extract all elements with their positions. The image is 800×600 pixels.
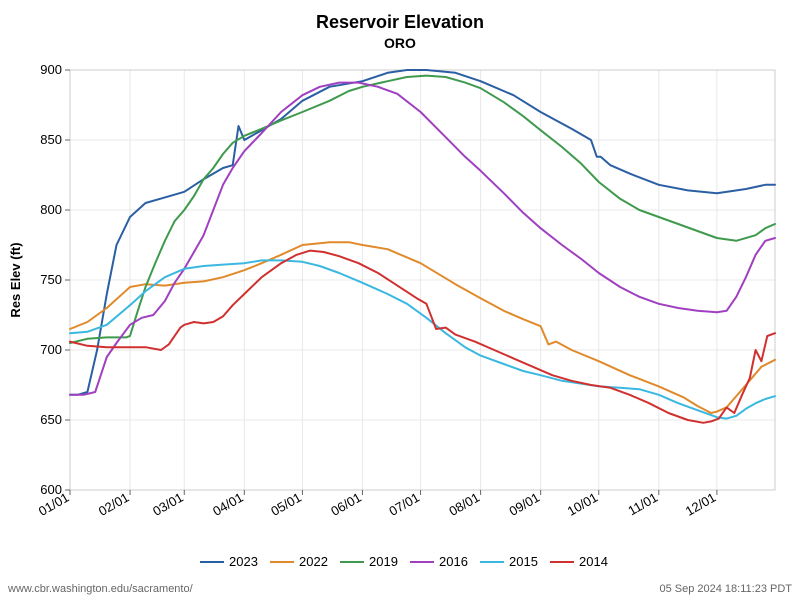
chart-subtitle: ORO	[384, 35, 416, 51]
chart-title: Reservoir Elevation	[316, 12, 484, 32]
ytick-label: 700	[40, 342, 62, 357]
ytick-label: 650	[40, 412, 62, 427]
legend-label-2015: 2015	[509, 554, 538, 569]
legend-label-2014: 2014	[579, 554, 608, 569]
line-chart: Reservoir ElevationORO600650700750800850…	[0, 0, 800, 600]
ytick-label: 900	[40, 62, 62, 77]
y-axis-label: Res Elev (ft)	[8, 242, 23, 317]
ytick-label: 850	[40, 132, 62, 147]
ytick-label: 800	[40, 202, 62, 217]
legend-label-2023: 2023	[229, 554, 258, 569]
chart-container: Reservoir ElevationORO600650700750800850…	[0, 0, 800, 600]
legend-label-2019: 2019	[369, 554, 398, 569]
footer-right: 05 Sep 2024 18:11:23 PDT	[659, 583, 792, 595]
legend-label-2016: 2016	[439, 554, 468, 569]
ytick-label: 750	[40, 272, 62, 287]
footer-left: www.cbr.washington.edu/sacramento/	[7, 583, 194, 595]
legend-label-2022: 2022	[299, 554, 328, 569]
